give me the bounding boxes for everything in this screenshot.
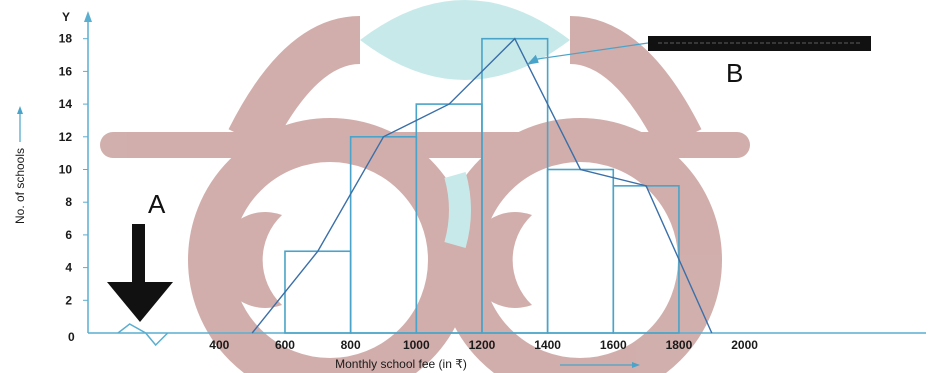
x-tick-labels: 400 600 800 1000 1200 1400 1600 1800 2000 xyxy=(209,338,758,352)
y-tick-label: 14 xyxy=(59,97,73,111)
watermark-right-eye-ring xyxy=(438,118,722,373)
annotation-b: B xyxy=(526,36,871,88)
y-axis-letter: Y xyxy=(62,10,70,24)
y-axis-label: No. of schools xyxy=(13,148,27,224)
watermark-right-arc xyxy=(568,16,702,151)
annotation-a-arrowhead xyxy=(107,282,173,322)
x-tick-label: 600 xyxy=(275,338,295,352)
annotation-b-leader-line xyxy=(532,42,649,61)
x-tick-label: 1800 xyxy=(666,338,693,352)
annotation-a-label: A xyxy=(148,189,166,219)
origin-label: 0 xyxy=(68,330,75,344)
histogram-bar xyxy=(284,250,352,334)
watermark-nose xyxy=(444,171,471,249)
y-axis-arrowhead xyxy=(84,11,92,22)
y-tick-label: 18 xyxy=(59,32,73,46)
y-tick-label: 16 xyxy=(59,64,73,78)
y-tick-label: 8 xyxy=(65,195,72,209)
annotation-a-arrow-shaft xyxy=(132,224,145,282)
x-axis-label: Monthly school fee (in ₹) xyxy=(335,357,467,371)
annotation-b-redaction-box xyxy=(648,36,871,51)
y-tick-label: 10 xyxy=(59,163,73,177)
frequency-polygon xyxy=(251,37,713,334)
x-tick-label: 800 xyxy=(341,338,361,352)
watermark-right-pupil xyxy=(467,212,532,308)
owl-watermark xyxy=(100,0,750,373)
x-tick-label: 1400 xyxy=(534,338,561,352)
x-tick-label: 400 xyxy=(209,338,229,352)
y-tick-label: 4 xyxy=(65,261,72,275)
x-tick-label: 2000 xyxy=(731,338,758,352)
y-label-arrowhead xyxy=(17,106,23,114)
y-tick-label: 2 xyxy=(65,293,72,307)
y-tick-labels: 2 4 6 8 10 12 14 16 18 xyxy=(59,32,88,307)
x-label-arrowhead xyxy=(632,362,640,368)
x-tick-label: 1000 xyxy=(403,338,430,352)
annotation-a: A xyxy=(107,189,173,322)
annotation-b-label: B xyxy=(726,58,743,88)
y-tick-label: 6 xyxy=(65,228,72,242)
histogram-bar xyxy=(546,168,615,334)
watermark-left-arc xyxy=(228,16,362,151)
annotation-b-arrowhead xyxy=(526,54,539,65)
y-tick-label: 12 xyxy=(59,130,73,144)
watermark-top-leaf xyxy=(360,0,570,80)
watermark-left-pupil xyxy=(217,212,282,308)
axis-kink-mark xyxy=(117,323,169,347)
x-tick-label: 1600 xyxy=(600,338,627,352)
x-tick-label: 1200 xyxy=(469,338,496,352)
